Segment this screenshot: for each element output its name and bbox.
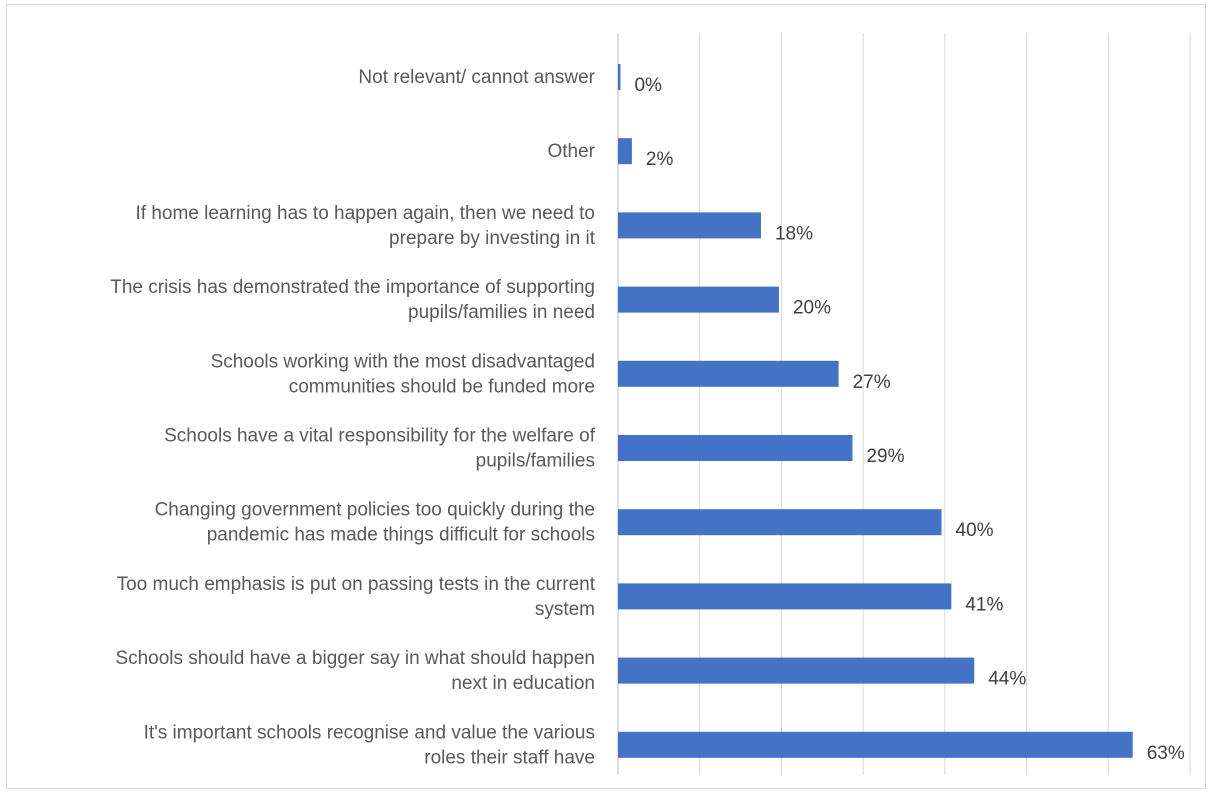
data-label: 2% <box>646 149 674 170</box>
bar <box>618 138 632 165</box>
category-label: Schools working with the most disadvanta… <box>211 351 595 397</box>
data-label: 63% <box>1147 743 1185 764</box>
data-label: 44% <box>988 669 1026 690</box>
category-label: Schools should have a bigger say in what… <box>115 648 595 694</box>
bar <box>618 583 952 610</box>
bar <box>618 64 621 90</box>
data-label: 0% <box>634 75 662 96</box>
category-label: If home learning has to happen again, th… <box>135 203 595 249</box>
category-label: Not relevant/ cannot answer <box>358 67 595 88</box>
category-label: It's important schools recognise and val… <box>144 722 595 768</box>
data-label: 29% <box>866 446 904 467</box>
data-label: 40% <box>956 520 994 541</box>
data-label: 27% <box>853 372 891 393</box>
bar <box>618 212 761 239</box>
category-label: Other <box>547 141 595 162</box>
bar <box>618 286 779 313</box>
data-label: 41% <box>965 594 1003 615</box>
data-label: 20% <box>793 298 831 319</box>
bar <box>618 360 839 387</box>
category-label: Schools have a vital responsibility for … <box>164 426 596 472</box>
chart-frame: Not relevant/ cannot answer 0% Other 2% If h… <box>6 4 1206 789</box>
bar <box>618 509 942 536</box>
bar <box>618 657 975 684</box>
bar-chart: Not relevant/ cannot answer 0% Other 2% If h… <box>110 33 1191 775</box>
bar <box>618 435 853 461</box>
category-label: Too much emphasis is put on passing test… <box>117 574 596 620</box>
category-label: The crisis has demonstrated the importan… <box>110 277 595 323</box>
data-label: 18% <box>775 223 813 244</box>
bar <box>618 731 1133 758</box>
category-label: Changing government policies too quickly… <box>155 500 595 546</box>
